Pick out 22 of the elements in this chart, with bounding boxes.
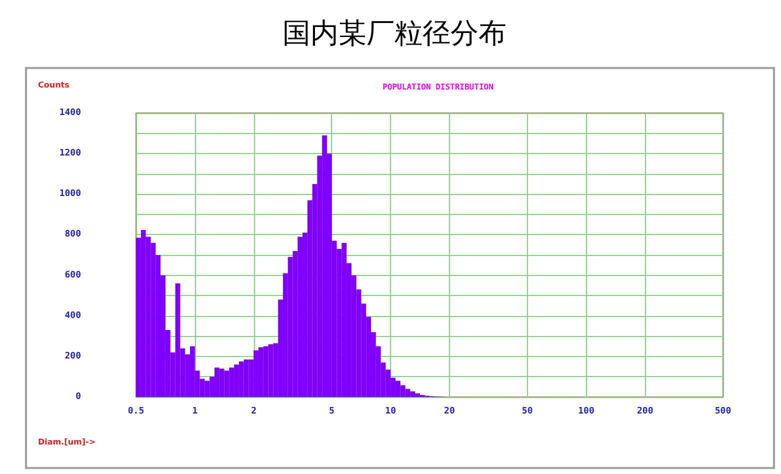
chart-title: 国内某厂粒径分布 xyxy=(282,16,506,50)
y-tick-label: 1000 xyxy=(59,189,81,200)
x-tick-label: 500 xyxy=(714,406,732,416)
x-tick-label: 1 xyxy=(192,406,198,416)
y-tick-label: 1400 xyxy=(59,108,81,118)
chart-subtitle: POPULATION DISTRIBUTION xyxy=(382,82,494,92)
x-tick-label: 100 xyxy=(578,406,594,416)
y-tick-label: 200 xyxy=(64,351,81,362)
x-tick-label: 0.5 xyxy=(128,406,144,416)
x-tick-label: 2 xyxy=(251,406,257,416)
x-axis-title: Diam.[um]-> xyxy=(38,438,96,446)
y-tick-label: 400 xyxy=(64,310,81,321)
x-tick-label: 200 xyxy=(637,406,654,416)
y-axis-title: Counts xyxy=(38,80,70,90)
x-tick-label: 20 xyxy=(444,406,455,416)
x-tick-label: 5 xyxy=(328,406,334,416)
y-tick-label: 1200 xyxy=(59,148,81,159)
y-tick-label: 600 xyxy=(64,270,81,280)
y-tick-label: 800 xyxy=(64,230,81,240)
y-tick-label: 0 xyxy=(76,392,81,402)
x-tick-label: 50 xyxy=(522,406,533,416)
x-tick-label: 10 xyxy=(385,406,396,416)
